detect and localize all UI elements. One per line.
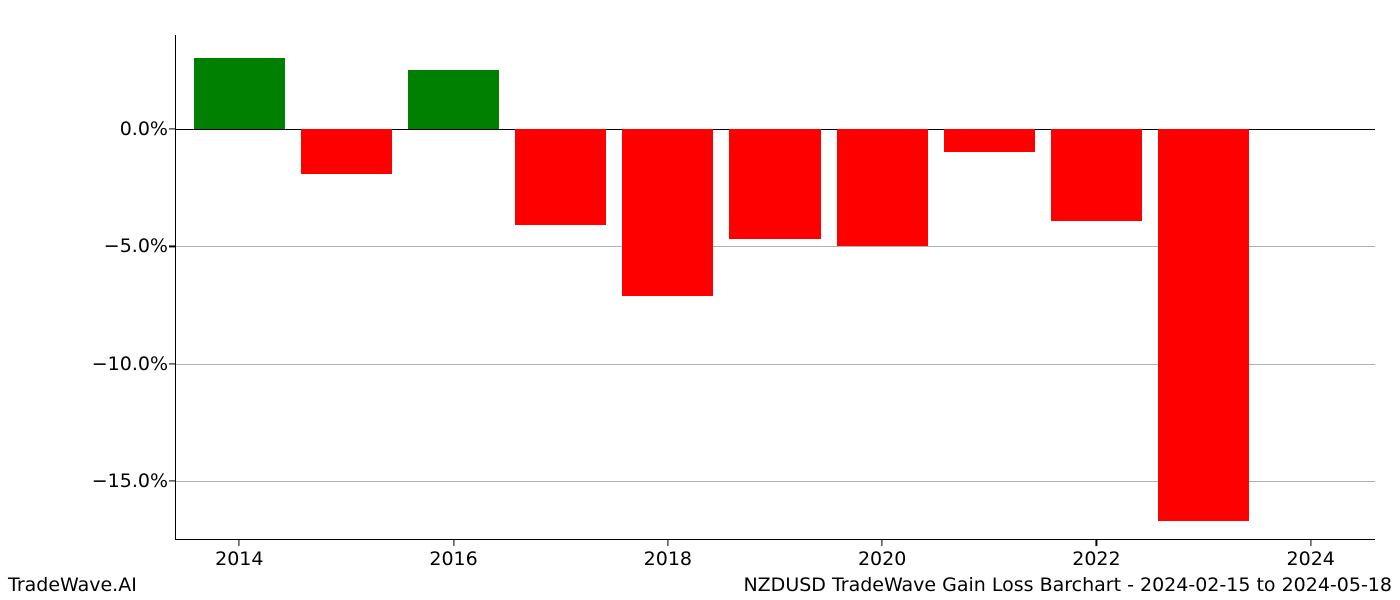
x-tick-label: 2024 (1287, 548, 1335, 570)
bar-2021 (944, 129, 1035, 152)
x-tick-label: 2018 (644, 548, 692, 570)
y-tick-mark (169, 363, 175, 364)
bar-2019 (729, 129, 820, 239)
y-tick-label: 0.0% (120, 118, 168, 140)
y-tick-mark (169, 481, 175, 482)
x-tick-label: 2016 (429, 548, 477, 570)
x-tick-mark (239, 540, 240, 546)
bar-2023 (1158, 129, 1249, 521)
x-tick-mark (882, 540, 883, 546)
bar-2015 (301, 129, 392, 174)
bar-2018 (622, 129, 713, 296)
x-tick-mark (1310, 540, 1311, 546)
x-tick-label: 2022 (1072, 548, 1120, 570)
x-tick-label: 2020 (858, 548, 906, 570)
y-tick-label: −10.0% (92, 353, 168, 375)
footer-caption: NZDUSD TradeWave Gain Loss Barchart - 20… (743, 574, 1392, 596)
y-tick-label: −15.0% (92, 470, 168, 492)
bar-2020 (837, 129, 928, 246)
bar-2016 (408, 70, 499, 129)
x-tick-mark (1096, 540, 1097, 546)
x-tick-label: 2014 (215, 548, 263, 570)
y-tick-mark (169, 128, 175, 129)
x-tick-mark (667, 540, 668, 546)
footer-branding: TradeWave.AI (8, 574, 137, 596)
x-tick-mark (453, 540, 454, 546)
bar-2017 (515, 129, 606, 225)
bar-2022 (1051, 129, 1142, 221)
y-tick-mark (169, 246, 175, 247)
y-tick-label: −5.0% (104, 235, 168, 257)
bar-2014 (194, 58, 285, 128)
